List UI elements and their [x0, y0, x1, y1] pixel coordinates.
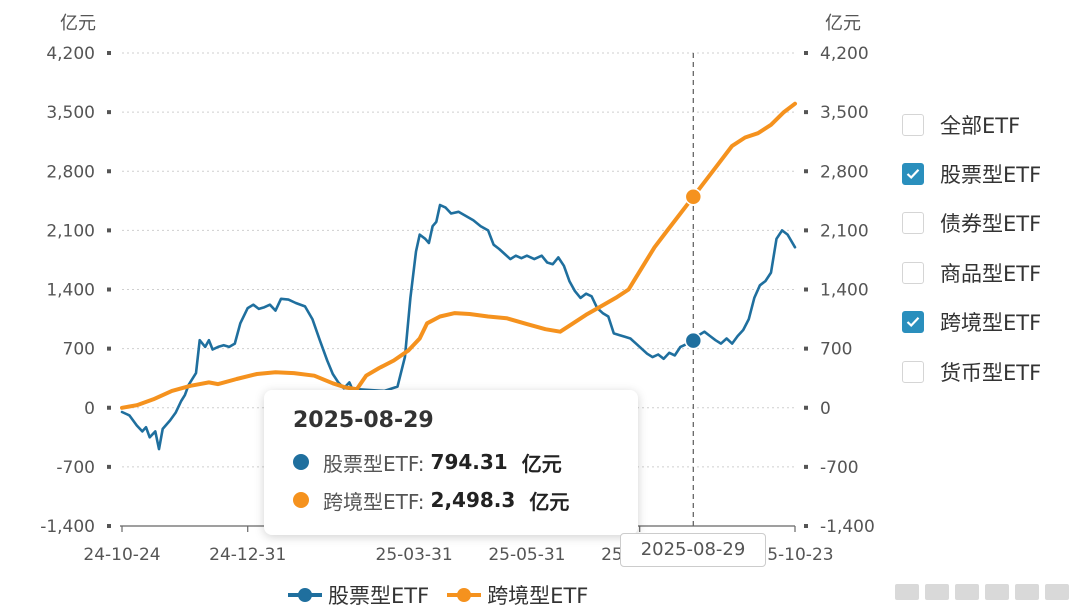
checkbox-icon[interactable]	[902, 311, 924, 334]
y-tick-mark-left	[107, 405, 111, 410]
y-tick-mark-right	[804, 51, 808, 55]
checkbox-icon[interactable]	[902, 113, 924, 136]
chart-legend: 股票型ETF 跨境型ETF	[288, 580, 606, 610]
y-tick-mark-left	[107, 524, 111, 528]
y-tick-label-right: 3,500	[820, 103, 869, 123]
y-axis-unit-right: 亿元	[825, 13, 861, 34]
filter-bond-etf[interactable]: 债券型ETF	[902, 199, 1077, 248]
checkbox-icon[interactable]	[902, 261, 924, 284]
y-tick-mark-right	[804, 464, 808, 469]
hover-markers	[684, 187, 703, 350]
legend-label: 跨境型ETF	[487, 584, 589, 608]
legend-item-cross-border-etf[interactable]: 跨境型ETF	[447, 580, 588, 610]
checkbox-icon[interactable]	[902, 212, 924, 235]
y-axis-unit-left: 亿元	[60, 13, 96, 34]
hover-marker-cross-border-etf	[684, 187, 703, 206]
y-tick-mark-right	[804, 346, 808, 351]
y-tick-label-right: -1,400	[820, 517, 875, 537]
y-tick-mark-left	[107, 287, 111, 292]
filter-label: 股票型ETF	[940, 163, 1042, 188]
tooltip-value: 2,498.3	[430, 488, 516, 512]
line-marker-icon	[288, 588, 322, 602]
axes: 4,200 4,200 3,500 3,500 2,800 2,800 2,100 2,100…	[40, 13, 875, 565]
x-tick-label: 25-10-23	[756, 545, 833, 565]
y-tick-label-left: 1,400	[46, 281, 95, 301]
y-tick-mark-left	[107, 51, 111, 55]
filter-label: 债券型ETF	[940, 212, 1042, 237]
y-tick-label-left: -700	[56, 458, 95, 478]
y-tick-mark-left	[107, 346, 111, 351]
tooltip-date: 2025-08-29	[293, 408, 434, 433]
series-line-cross-border-etf	[120, 101, 797, 410]
filter-label: 全部ETF	[940, 113, 1021, 138]
tooltip-value: 794.31	[430, 450, 508, 474]
y-tick-mark-right	[804, 110, 808, 115]
series-dot-icon	[293, 454, 309, 470]
y-tick-label-left: 3,500	[46, 103, 95, 123]
tooltip-series-name: 股票型ETF:	[323, 451, 425, 476]
y-tick-mark-right	[804, 169, 808, 174]
x-tick-label: 24-12-31	[209, 545, 286, 565]
line-marker-icon	[447, 588, 482, 602]
chart-tooltip: 2025-08-29 股票型ETF: 794.31 亿元 跨境型ETF: 2,4…	[264, 390, 638, 535]
x-tick-label: 25-05-31	[488, 545, 565, 565]
filter-label: 货币型ETF	[940, 360, 1042, 385]
y-tick-label-right: 4,200	[820, 44, 869, 64]
legend-label: 股票型ETF	[328, 584, 430, 608]
tooltip-series-name: 跨境型ETF:	[323, 489, 425, 514]
axis-pointer-label: 2025-08-29	[620, 533, 766, 567]
y-tick-mark-left	[107, 464, 111, 469]
y-tick-label-left: -1,400	[40, 517, 95, 537]
x-tick-label: 25-03-31	[376, 545, 453, 565]
filter-commodity-etf[interactable]: 商品型ETF	[902, 248, 1077, 297]
tooltip-unit: 亿元	[521, 451, 562, 476]
filter-label: 商品型ETF	[940, 261, 1042, 286]
series-dot-icon	[293, 492, 309, 508]
y-tick-mark-right	[804, 524, 808, 528]
y-tick-label-right: 2,100	[820, 221, 869, 241]
y-tick-mark-left	[107, 169, 111, 174]
checkbox-icon[interactable]	[902, 360, 924, 383]
y-tick-label-left: 0	[84, 399, 95, 419]
y-tick-label-right: 700	[820, 340, 852, 360]
y-tick-mark-right	[804, 287, 808, 292]
filter-stock-etf[interactable]: 股票型ETF	[902, 149, 1077, 198]
filter-cross-border-etf[interactable]: 跨境型ETF	[902, 298, 1077, 347]
etf-type-filter: 全部ETF 股票型ETF 债券型ETF 商品型ETF 跨境型ETF 货币型ETF	[902, 100, 1077, 396]
y-tick-label-left: 4,200	[46, 44, 95, 64]
y-tick-label-left: 2,800	[46, 162, 95, 182]
y-tick-label-left: 2,100	[46, 221, 95, 241]
y-tick-label-right: 2,800	[820, 162, 869, 182]
y-tick-mark-left	[107, 110, 111, 115]
y-tick-label-right: 1,400	[820, 281, 869, 301]
y-tick-mark-right	[804, 228, 808, 233]
hover-marker-stock-etf	[684, 331, 703, 350]
watermark-logo	[895, 584, 1069, 600]
y-tick-label-right: -700	[820, 458, 859, 478]
tooltip-row: 股票型ETF: 794.31 亿元	[293, 443, 638, 481]
tooltip-unit: 亿元	[529, 489, 570, 514]
x-tick-label: 24-10-24	[83, 545, 160, 565]
legend-item-stock-etf[interactable]: 股票型ETF	[288, 580, 429, 610]
tooltip-row: 跨境型ETF: 2,498.3 亿元	[293, 481, 638, 519]
y-tick-mark-left	[107, 228, 111, 233]
y-tick-mark-right	[804, 405, 808, 410]
filter-label: 跨境型ETF	[940, 311, 1042, 336]
checkbox-icon[interactable]	[902, 163, 924, 186]
filter-money-etf[interactable]: 货币型ETF	[902, 347, 1077, 396]
y-tick-label-right: 0	[820, 399, 831, 419]
filter-all-etf[interactable]: 全部ETF	[902, 100, 1077, 149]
y-tick-label-left: 700	[63, 340, 95, 360]
